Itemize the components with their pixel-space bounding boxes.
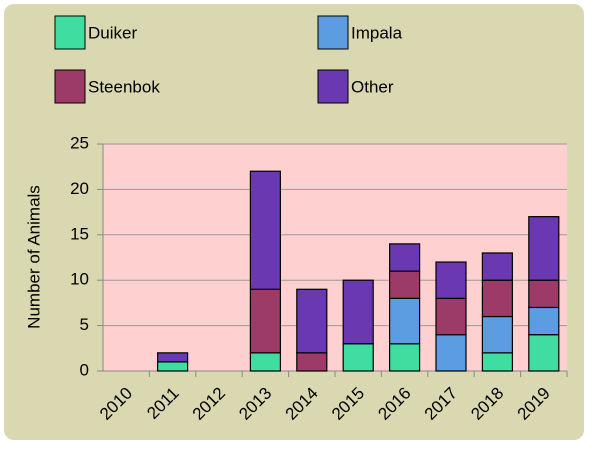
legend-swatch <box>54 15 86 50</box>
bar-segment <box>435 297 467 336</box>
bar-segment <box>481 352 513 372</box>
legend-label: Other <box>351 77 394 96</box>
bar-segment <box>296 288 328 354</box>
bar-segment <box>249 288 281 354</box>
bar-segment <box>249 170 281 290</box>
bar-segment <box>249 352 281 372</box>
bar-segment <box>296 352 328 372</box>
bar-segment <box>389 343 421 372</box>
y-tick-label: 5 <box>80 315 89 334</box>
bar-segment <box>481 252 513 281</box>
legend-label: Steenbok <box>88 77 160 96</box>
bar-segment <box>389 297 421 345</box>
legend-label: Duiker <box>88 23 137 42</box>
bar-segment <box>528 279 560 309</box>
legend-swatch <box>317 15 349 50</box>
bar-segment <box>389 243 421 272</box>
bar-segment <box>157 352 189 363</box>
legend-swatch <box>317 69 349 104</box>
bar-segment <box>389 270 421 299</box>
bar-segment <box>342 343 374 372</box>
y-tick-label: 15 <box>70 224 89 243</box>
bar-segment <box>528 334 560 372</box>
bar-segment <box>481 279 513 318</box>
y-tick-label: 10 <box>70 270 89 289</box>
bar-segment <box>528 216 560 281</box>
bar-segment <box>342 279 374 345</box>
y-tick-label: 20 <box>70 179 89 198</box>
bar-segment <box>528 306 560 336</box>
bar-segment <box>435 261 467 299</box>
y-tick-label: 0 <box>80 360 89 379</box>
bar-segment <box>481 315 513 354</box>
y-axis-label: Number of Animals <box>24 185 43 329</box>
bar-segment <box>435 334 467 372</box>
y-tick-label: 25 <box>70 133 89 152</box>
legend-label: Impala <box>351 23 403 42</box>
legend-swatch <box>54 69 86 104</box>
bar-segment <box>157 361 189 372</box>
